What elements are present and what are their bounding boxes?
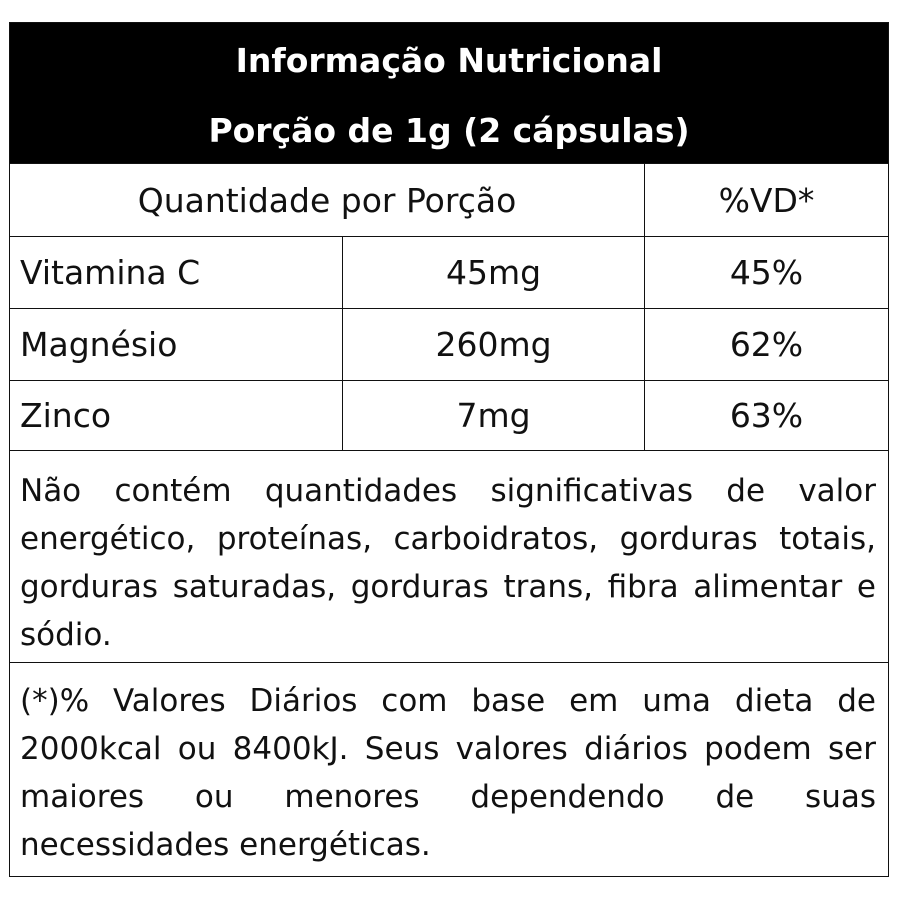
table-row: Vitamina C 45mg 45%	[10, 237, 888, 309]
nutrient-name: Vitamina C	[20, 253, 201, 292]
dv-header: %VD*	[644, 164, 888, 236]
table-header: Informação Nutricional Porção de 1g (2 c…	[10, 23, 888, 163]
portion-size: Porção de 1g (2 cápsulas)	[208, 111, 690, 150]
column-header-row: Quantidade por Porção %VD*	[10, 163, 888, 237]
nutrient-name: Magnésio	[20, 325, 178, 364]
daily-value-footnote: (*)% Valores Diários com base em uma die…	[20, 683, 876, 863]
table-title: Informação Nutricional	[235, 41, 663, 80]
nutrient-amount: 260mg	[342, 309, 644, 380]
quantity-per-portion-header: Quantidade por Porção	[137, 180, 517, 220]
nutrient-name: Zinco	[20, 396, 112, 435]
nutrient-dv: 63%	[644, 381, 888, 450]
table-row: Magnésio 260mg 62%	[10, 309, 888, 381]
nutrient-amount: 45mg	[342, 237, 644, 308]
nutrient-dv: 45%	[644, 237, 888, 308]
nutrient-dv: 62%	[644, 309, 888, 380]
nutrient-amount: 7mg	[342, 381, 644, 450]
insignificant-note: Não contém quantidades significativas de…	[20, 473, 876, 653]
insignificant-note-row: Não contém quantidades significativas de…	[10, 451, 888, 663]
nutrition-facts-table: Informação Nutricional Porção de 1g (2 c…	[9, 22, 889, 877]
table-row: Zinco 7mg 63%	[10, 381, 888, 451]
